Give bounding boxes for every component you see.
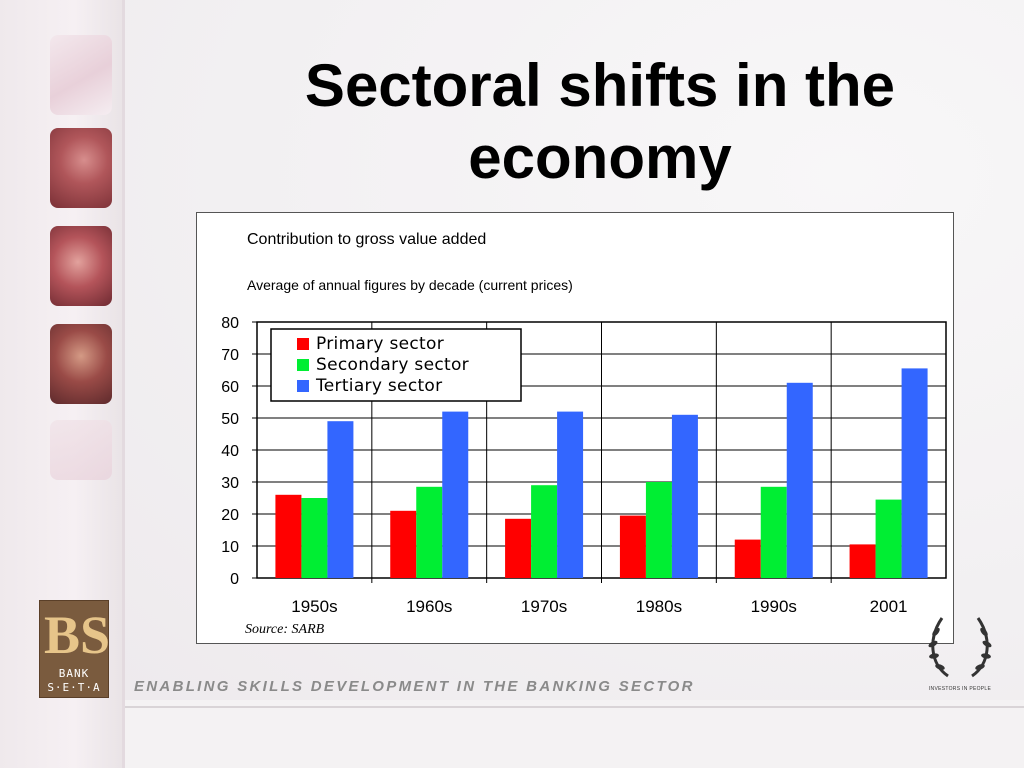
legend-swatch — [297, 338, 309, 350]
left-decorative-strip — [0, 0, 124, 768]
investors-in-people-badge: INVESTORS IN PEOPLE — [922, 606, 998, 696]
footer-rule — [125, 706, 1024, 708]
chart-source: Source: SARB — [245, 622, 325, 637]
bar-secondary-sector — [416, 486, 443, 578]
logo-line-2: S·E·T·A — [47, 681, 101, 694]
bar-secondary-sector — [645, 482, 672, 578]
y-tick-label: 70 — [221, 347, 239, 364]
y-tick-label: 50 — [221, 411, 239, 428]
bar-secondary-sector — [875, 499, 902, 578]
legend-box — [270, 328, 522, 402]
bank-seta-logo: BS BANK S·E·T·A — [39, 600, 111, 698]
bar-tertiary-sector — [786, 382, 813, 578]
bar-tertiary-sector — [557, 411, 584, 578]
chart-title: Contribution to gross value added — [247, 231, 487, 248]
legend-swatch — [297, 359, 309, 371]
bar-chart: 0 10 20 30 40 50 60 70 80 1950s 1960s 1970s 1980s 199… — [221, 315, 947, 616]
x-tick-label: 1960s — [406, 597, 452, 616]
y-tick-label: 30 — [221, 475, 239, 492]
badge-text: INVESTORS IN PEOPLE — [928, 686, 992, 692]
slide-title: Sectoral shifts in the economy — [304, 52, 896, 191]
legend-swatch — [297, 380, 309, 392]
decorative-photo-2 — [50, 128, 112, 208]
decorative-photo-4 — [50, 324, 112, 404]
chart-panel: Contribution to gross value added Averag… — [196, 212, 954, 644]
bar-primary-sector — [275, 494, 302, 578]
y-tick-label: 0 — [230, 571, 239, 588]
y-tick-label: 40 — [221, 443, 239, 460]
y-tick-label: 10 — [221, 539, 239, 556]
bar-secondary-sector — [301, 498, 328, 578]
decorative-photo-1 — [50, 35, 112, 115]
x-tick-label: 2001 — [870, 597, 908, 616]
bar-tertiary-sector — [901, 368, 928, 578]
legend-label: Primary sector — [316, 334, 444, 354]
bar-tertiary-sector — [327, 421, 354, 578]
x-tick-label: 1990s — [751, 597, 797, 616]
legend-label: Secondary sector — [316, 355, 469, 375]
y-tick-label: 80 — [221, 315, 239, 332]
bar-secondary-sector — [760, 486, 787, 578]
y-tick-label: 20 — [221, 507, 239, 524]
bar-primary-sector — [849, 544, 876, 578]
logo-mark: BS — [44, 605, 111, 665]
y-tick-label: 60 — [221, 379, 239, 396]
chart-subtitle: Average of annual figures by decade (cur… — [247, 277, 573, 293]
bar-primary-sector — [505, 518, 532, 578]
x-tick-label: 1970s — [521, 597, 567, 616]
legend-label: Tertiary sector — [315, 376, 442, 396]
logo-line-1: BANK — [58, 667, 90, 680]
bar-secondary-sector — [531, 485, 558, 578]
bar-primary-sector — [390, 510, 417, 578]
decorative-photo-5 — [50, 420, 112, 480]
laurel-wreath-icon — [928, 617, 992, 678]
x-tick-label: 1980s — [636, 597, 682, 616]
bar-tertiary-sector — [442, 411, 469, 578]
bar-primary-sector — [734, 539, 761, 578]
footer-tagline: ENABLING SKILLS DEVELOPMENT IN THE BANKI… — [134, 678, 695, 695]
decorative-photo-3 — [50, 226, 112, 306]
bar-tertiary-sector — [671, 414, 698, 578]
x-tick-label: 1950s — [291, 597, 337, 616]
bar-primary-sector — [619, 515, 646, 578]
strip-divider — [122, 0, 125, 768]
